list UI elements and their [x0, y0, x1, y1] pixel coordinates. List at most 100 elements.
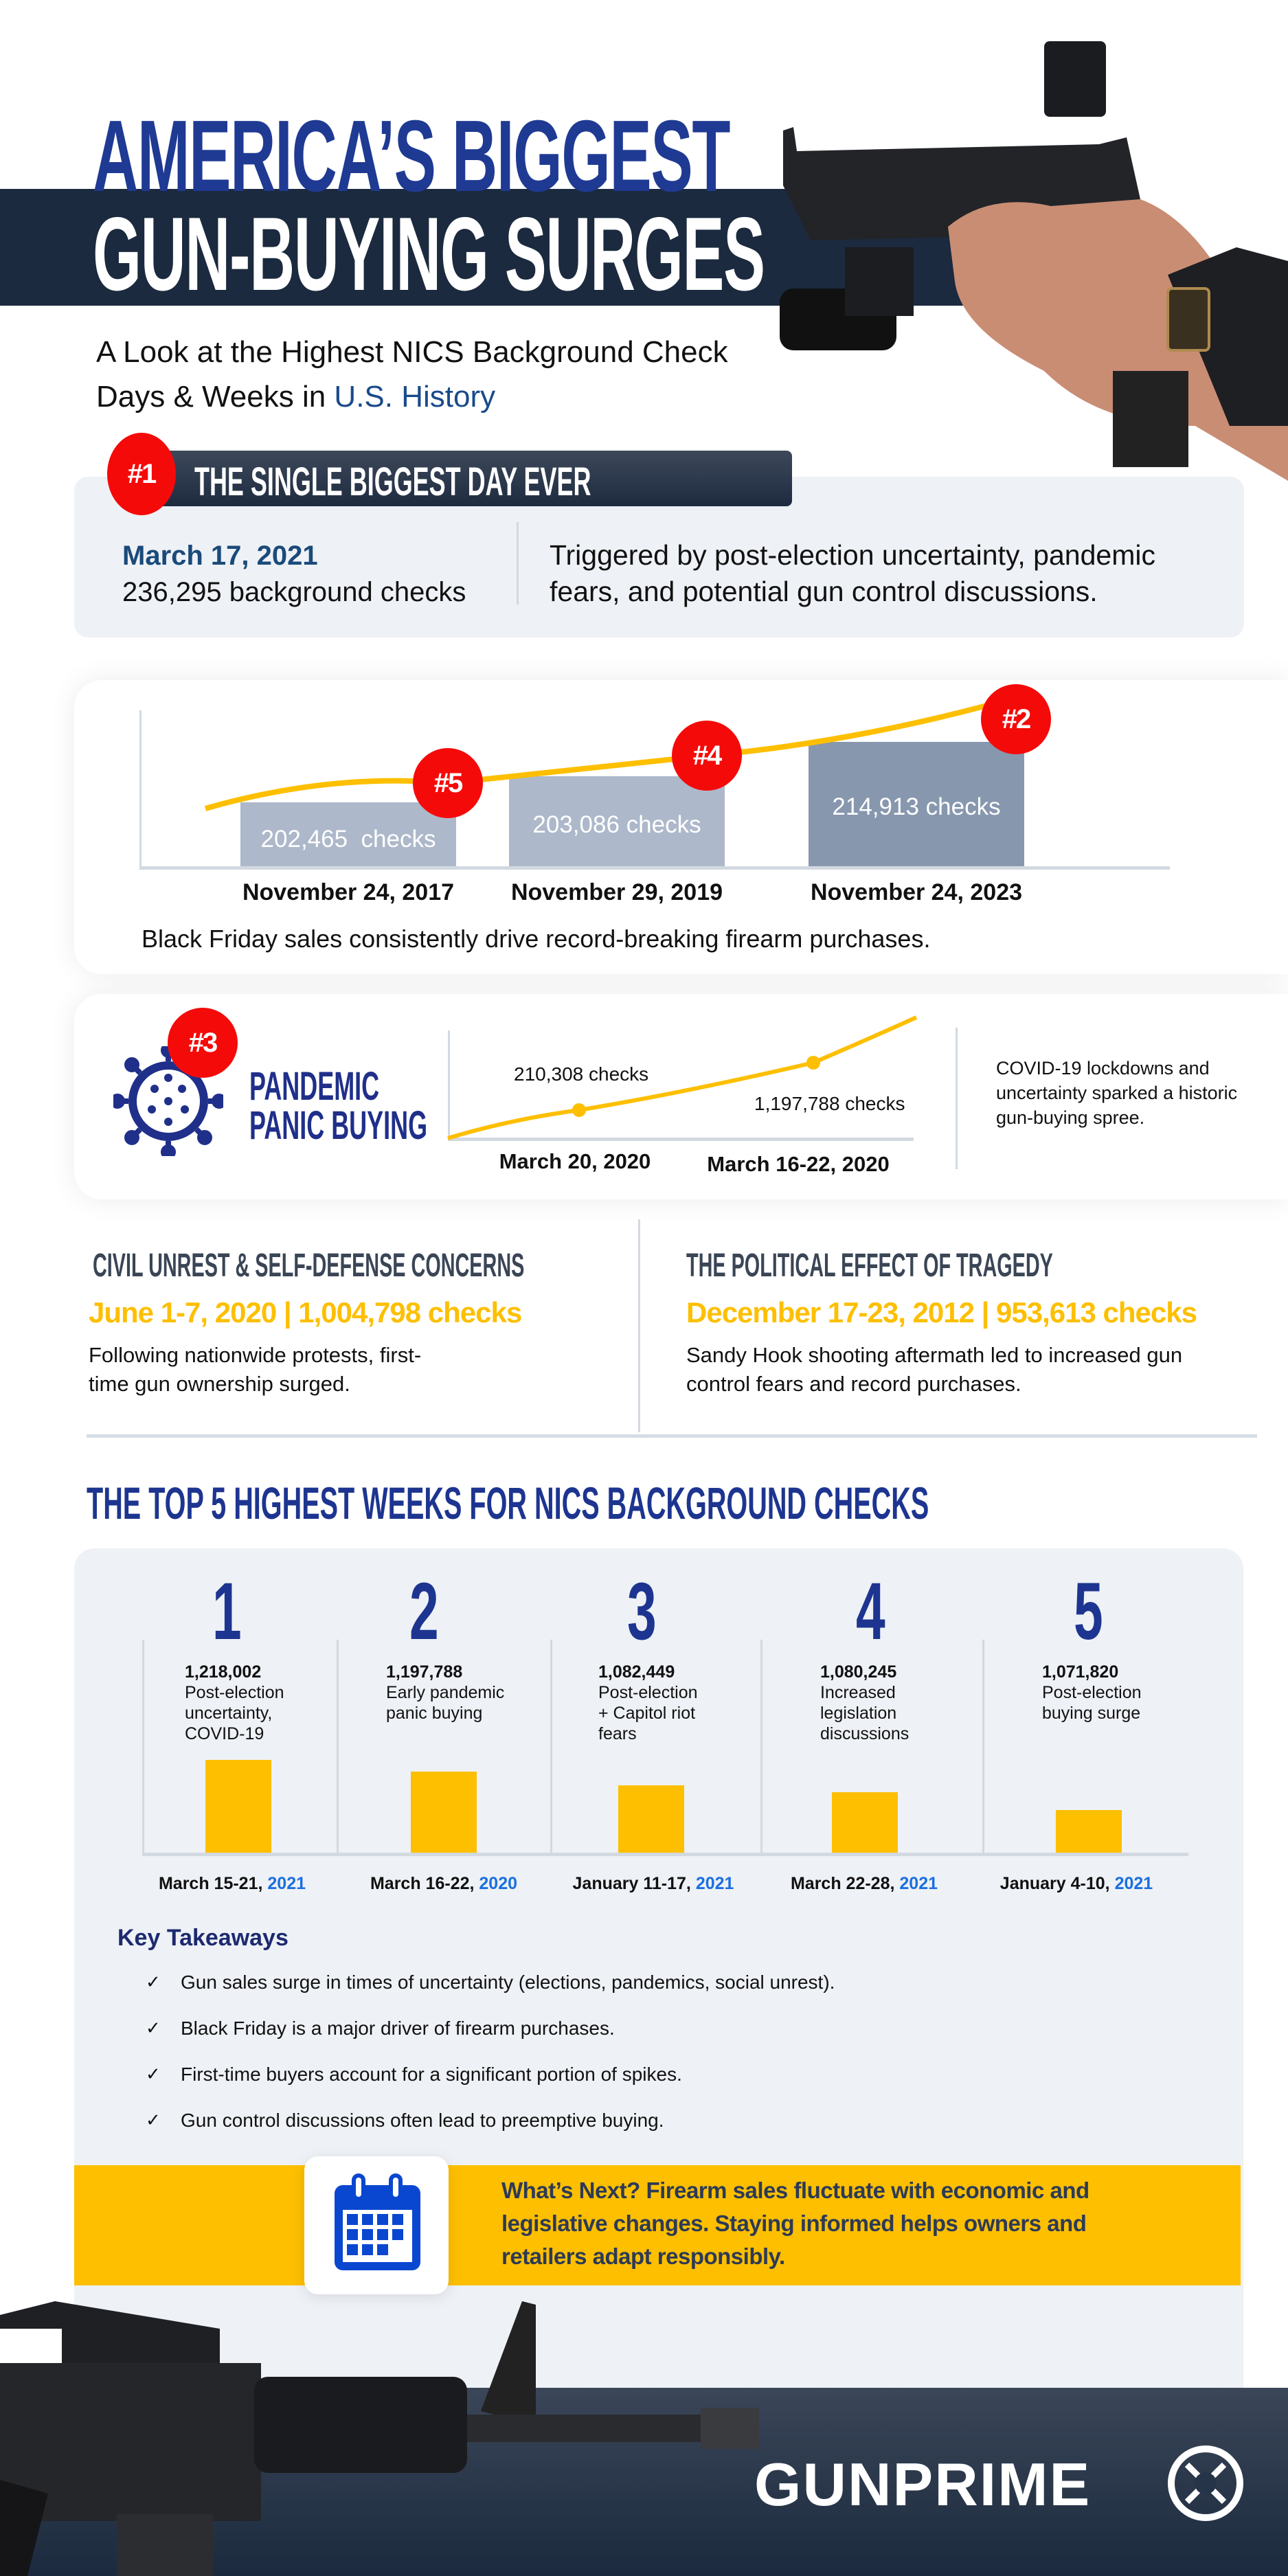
biggest-day-header-bar	[158, 451, 792, 506]
tragedy-body-1: Sandy Hook shooting aftermath led to inc…	[686, 1343, 1183, 1367]
week-date-range: January 11-17,	[572, 1874, 696, 1893]
date-label-2023: November 24, 2023	[810, 879, 1023, 905]
bar-2019	[509, 776, 725, 866]
takeaways-heading: Key Takeaways	[117, 1925, 289, 1951]
bar-label-2019: 203,086 checks	[532, 811, 701, 838]
week-rank: 4	[856, 1566, 885, 1657]
week-date-range: January 4-10,	[999, 1874, 1115, 1893]
week-rank: 1	[212, 1566, 242, 1657]
point2-label: 1,197,788 checks	[754, 1093, 905, 1114]
date-label-2017: November 24, 2017	[242, 879, 455, 905]
civil-unrest-stat: June 1-7, 2020 | 1,004,798 checks	[89, 1296, 522, 1329]
chart-y-axis	[139, 710, 142, 868]
week-checks: 1,082,449	[598, 1662, 675, 1682]
pandemic-description-3: gun-buying spree.	[996, 1107, 1145, 1128]
takeaway-item: First-time buyers account for a signific…	[181, 2064, 682, 2085]
column-divider	[760, 1640, 762, 1854]
week-bar	[411, 1772, 477, 1853]
bar-label-2023: 214,913 checks	[832, 793, 1001, 820]
biggest-day-heading: THE SINGLE BIGGEST DAY EVER	[194, 460, 591, 504]
civil-unrest-body-2: time gun ownership surged.	[89, 1372, 350, 1396]
rank-badge-3: #3	[168, 1008, 238, 1078]
column-divider	[982, 1640, 984, 1854]
page-title-line2: GUN-BUYING SURGES	[93, 196, 765, 313]
week-dates: March 16-22, 2020	[361, 1874, 526, 1894]
week-rank: 3	[627, 1566, 657, 1657]
divider	[517, 522, 519, 605]
subtitle-prefix: Days & Weeks in	[96, 380, 335, 414]
week-checks: 1,218,002	[185, 1662, 262, 1682]
week-date-range: March 16-22,	[370, 1874, 479, 1893]
biggest-day-checks: 236,295 background checks	[122, 577, 466, 607]
rank-badge-4: #4	[672, 721, 742, 791]
week-bar	[618, 1785, 684, 1853]
bar-2017	[240, 802, 456, 866]
calendar-icon	[335, 2173, 420, 2270]
rank-badge-2: #2	[981, 684, 1051, 754]
bar-2023	[809, 742, 1024, 866]
week-reason-line: uncertainty,	[185, 1704, 273, 1723]
week-reason-line: panic buying	[386, 1704, 483, 1723]
top5-baseline	[142, 1853, 1188, 1856]
pandemic-chart-baseline	[448, 1138, 914, 1141]
check-icon: ✓	[146, 1971, 161, 1992]
week-bar	[1056, 1810, 1122, 1853]
pandemic-title-line2: PANIC BUYING	[249, 1103, 428, 1148]
week-reason-line: discussions	[820, 1724, 909, 1743]
week-year: 2021	[267, 1874, 306, 1893]
whats-next-line3: retailers adapt responsibly.	[501, 2244, 785, 2269]
calendar-icon-box	[304, 2156, 449, 2294]
pandemic-title-line1: PANDEMIC	[249, 1064, 380, 1109]
check-icon: ✓	[146, 2110, 161, 2130]
chart-baseline	[139, 866, 1170, 870]
week-checks: 1,197,788	[386, 1662, 463, 1682]
data-point-march-20	[572, 1103, 586, 1117]
week-dates: March 15-21, 2021	[150, 1874, 315, 1894]
takeaway-item: Gun sales surge in times of uncertainty …	[181, 1971, 835, 1993]
divider	[638, 1219, 640, 1432]
rank-badge-5: #5	[413, 748, 483, 818]
week-reason-line: fears	[598, 1724, 637, 1743]
column-divider	[337, 1640, 339, 1854]
week-year: 2021	[899, 1874, 938, 1893]
black-friday-caption: Black Friday sales consistently drive re…	[142, 925, 931, 953]
tragedy-heading: THE POLITICAL EFFECT OF TRAGEDY	[686, 1247, 1053, 1284]
subtitle-line2: Days & Weeks in U.S. History	[96, 380, 495, 414]
week-dates: January 11-17, 2021	[564, 1874, 743, 1894]
check-icon: ✓	[146, 2018, 161, 2038]
biggest-day-description-2: fears, and potential gun control discuss…	[550, 576, 1098, 607]
page-title-line1: AMERICA’S BIGGEST	[93, 100, 730, 213]
week-bar	[205, 1760, 271, 1853]
column-divider	[142, 1640, 144, 1854]
pandemic-trend-line	[447, 1015, 918, 1140]
whats-next-line1: What’s Next? Firearm sales fluctuate wit…	[501, 2178, 1089, 2203]
top5-heading: THE TOP 5 HIGHEST WEEKS FOR NICS BACKGRO…	[87, 1478, 929, 1528]
pandemic-chart-y-axis	[448, 1030, 450, 1139]
takeaway-item: Gun control discussions often lead to pr…	[181, 2110, 664, 2131]
check-icon: ✓	[146, 2064, 161, 2084]
pistol-in-hand-image	[780, 41, 1288, 481]
gunprime-crosshair-icon	[1168, 2445, 1243, 2521]
date-label-2019: November 29, 2019	[510, 879, 723, 905]
week-reason-line: COVID-19	[185, 1724, 264, 1743]
week-dates: January 4-10, 2021	[994, 1874, 1159, 1894]
gunprime-logo-text: GUNPRIME	[754, 2450, 1092, 2518]
section-divider	[87, 1434, 1257, 1438]
week-reason-line: Post-election	[185, 1683, 284, 1702]
civil-unrest-body-1: Following nationwide protests, first-	[89, 1343, 422, 1367]
rifle-image	[0, 2301, 759, 2576]
week-year: 2021	[1114, 1874, 1153, 1893]
data-point-march-16-22	[806, 1056, 820, 1070]
column-divider	[550, 1640, 552, 1854]
bar-label-2017: 202,465 checks	[260, 826, 436, 852]
week-reason-line: buying surge	[1042, 1704, 1141, 1723]
rank-badge-1: #1	[107, 433, 176, 515]
pandemic-description-2: uncertainty sparked a historic	[996, 1083, 1238, 1103]
week-reason-line: Post-election	[598, 1683, 698, 1702]
point1-label: 210,308 checks	[514, 1063, 649, 1085]
week-year: 2021	[695, 1874, 734, 1893]
week-year: 2020	[479, 1874, 518, 1893]
divider	[956, 1028, 958, 1169]
week-dates: March 22-28, 2021	[782, 1874, 947, 1894]
subtitle-highlight: U.S. History	[334, 380, 496, 414]
